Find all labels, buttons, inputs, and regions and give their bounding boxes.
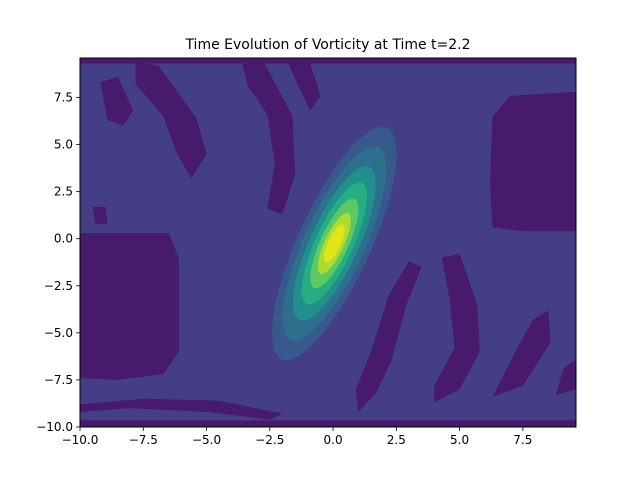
y-tick-label: −10.0 xyxy=(36,420,73,434)
x-tick-label: 2.5 xyxy=(387,433,406,447)
negative-region-lower-right-stripe-3 xyxy=(492,310,551,397)
x-tick-label: −2.5 xyxy=(255,433,284,447)
negative-region-upper-left-stripe-3 xyxy=(92,206,108,224)
negative-region-left-lower-block xyxy=(80,233,179,380)
x-tick-label: 5.0 xyxy=(450,433,469,447)
x-tick-label: −10.0 xyxy=(62,433,99,447)
plot-area xyxy=(80,58,576,427)
negative-region-top-edge-band xyxy=(80,58,576,64)
x-tick-label: −5.0 xyxy=(192,433,221,447)
x-tick-label: 0.0 xyxy=(324,433,343,447)
y-tick-label: −7.5 xyxy=(44,373,73,387)
negative-region-lower-right-stripe-1 xyxy=(355,261,422,412)
y-tick-label: −2.5 xyxy=(44,279,73,293)
negative-region-upper-left-stripe-1 xyxy=(100,76,134,126)
negative-region-lower-right-stripe-2 xyxy=(434,253,480,403)
negative-region-bottom-left-stripe xyxy=(80,398,283,420)
negative-region-lower-right-stripe-4 xyxy=(555,359,576,395)
y-tick-label: 7.5 xyxy=(54,91,73,105)
x-tick-label: −7.5 xyxy=(129,433,158,447)
negative-region-upper-left-stripe-2 xyxy=(135,61,207,179)
x-tick-label: 7.5 xyxy=(513,433,532,447)
y-tick-label: 5.0 xyxy=(54,138,73,152)
plot-frame xyxy=(79,57,577,428)
vortex-contour-levels xyxy=(272,126,397,361)
negative-region-upper-center-stripe xyxy=(287,61,321,111)
negative-region-bottom-edge-band xyxy=(80,420,576,427)
negative-region-right-upper-block xyxy=(490,91,576,232)
y-tick-label: 2.5 xyxy=(54,185,73,199)
chart-title: Time Evolution of Vorticity at Time t=2.… xyxy=(184,37,470,53)
y-axis: −10.0 −7.5 −5.0 −2.5 0.0 2.5 5.0 7.5 xyxy=(36,91,80,434)
y-tick-label: −5.0 xyxy=(44,326,73,340)
negative-region-upper-mid-stripe xyxy=(242,61,296,215)
x-axis: −10.0 −7.5 −5.0 −2.5 0.0 2.5 5.0 7.5 xyxy=(62,427,532,447)
negative-vorticity-regions xyxy=(80,58,576,427)
y-tick-label: 0.0 xyxy=(54,232,73,246)
vortex-level-7 xyxy=(324,224,345,263)
